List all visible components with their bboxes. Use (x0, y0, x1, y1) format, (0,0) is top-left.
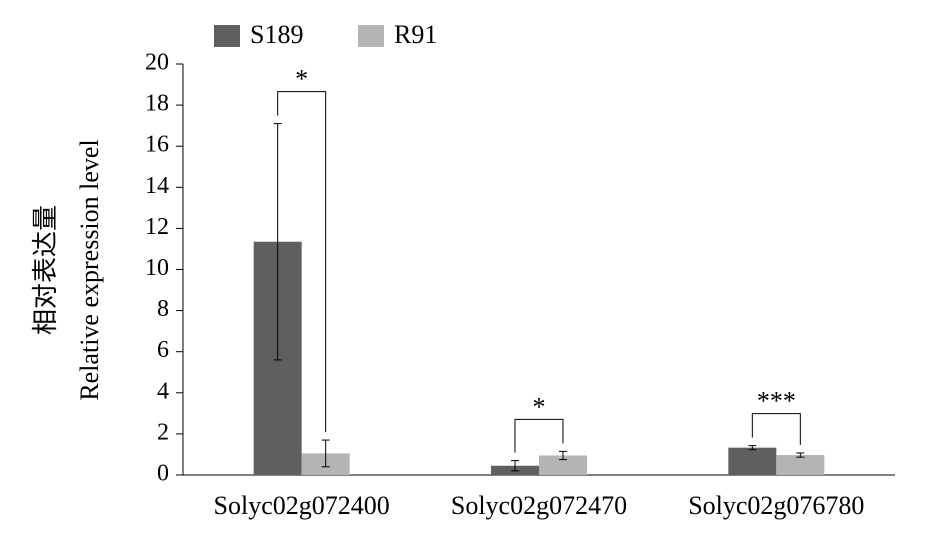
significance-label: *** (757, 387, 796, 416)
x-tick-label: Solyc02g072470 (451, 491, 627, 520)
y-tick-label: 10 (145, 255, 169, 281)
significance-bracket (277, 91, 327, 433)
y-axis-label-cn: 相对表达量 (31, 205, 60, 335)
bar (728, 447, 777, 475)
legend-swatch (214, 25, 240, 47)
y-tick-label: 12 (145, 214, 169, 240)
y-tick-label: 4 (157, 378, 169, 404)
legend-swatch (358, 25, 384, 47)
y-tick-label: 0 (157, 461, 169, 487)
y-tick-label: 6 (157, 337, 169, 363)
error-bar (748, 445, 757, 451)
y-tick-label: 20 (145, 50, 169, 76)
y-axis-label-en: Relative expression level (75, 139, 104, 400)
y-tick-label: 8 (157, 296, 169, 322)
x-tick-label: Solyc02g072400 (214, 491, 390, 520)
error-bar (559, 450, 567, 461)
error-bar (273, 123, 282, 361)
legend-label: S189 (250, 20, 303, 49)
error-bar (796, 452, 805, 458)
y-axis-label: 相对表达量 Relative expression level (31, 139, 104, 400)
x-tick-label: Solyc02g076780 (688, 491, 864, 520)
error-bar (511, 460, 519, 472)
significance-bracket (514, 418, 564, 453)
legend-label: R91 (394, 20, 437, 49)
y-tick-label: 18 (145, 91, 169, 117)
significance-bracket (751, 413, 801, 446)
bar (776, 455, 825, 475)
y-tick-label: 2 (157, 419, 169, 445)
bar (539, 455, 587, 475)
error-bar (321, 439, 330, 468)
significance-label: * (533, 392, 546, 421)
y-tick-label: 16 (145, 132, 169, 158)
significance-label: * (295, 65, 308, 94)
y-tick-label: 14 (145, 173, 169, 199)
